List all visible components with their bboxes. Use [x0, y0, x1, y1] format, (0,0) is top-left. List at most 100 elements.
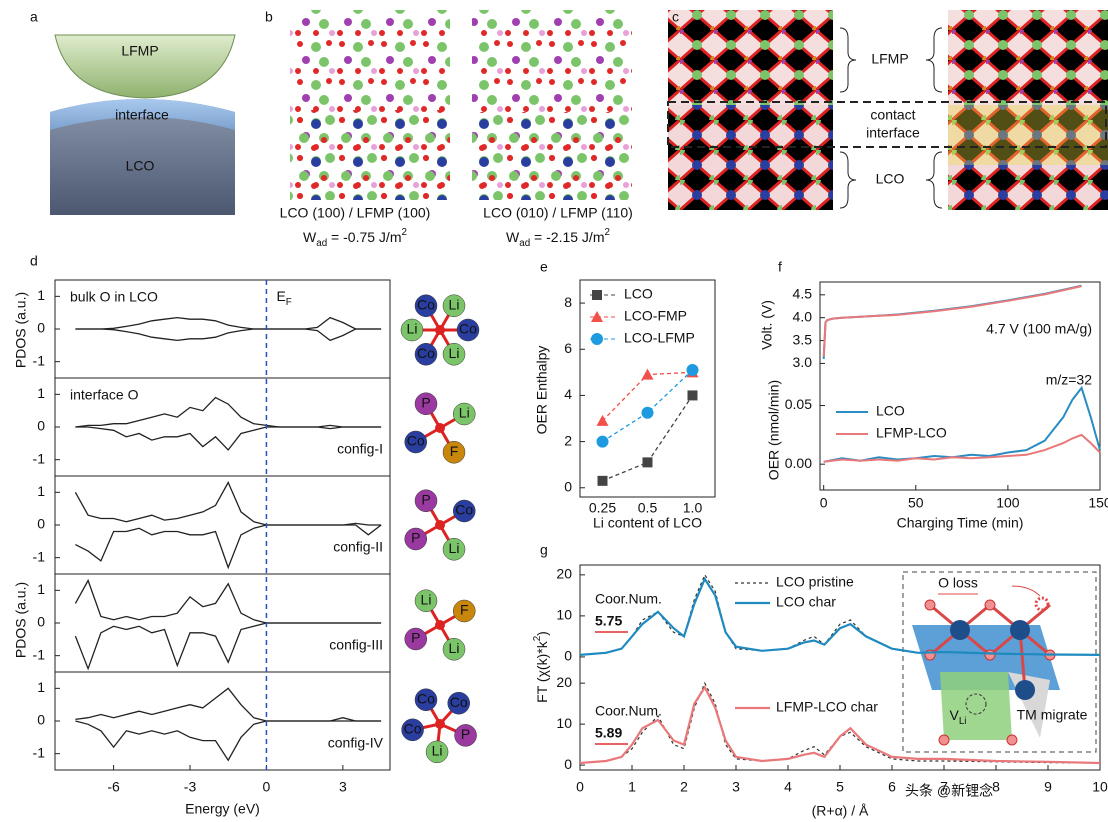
- atom-label: Li: [459, 405, 470, 421]
- marker: [641, 406, 654, 419]
- atom: [401, 718, 424, 742]
- center-atom: [435, 719, 445, 729]
- crystal-lco: [668, 105, 833, 210]
- pdos-line: [75, 316, 382, 330]
- region-label: LFMP: [121, 43, 158, 59]
- coordination-number: 5.75: [595, 613, 622, 629]
- marker: [596, 435, 609, 448]
- panel-label: c: [672, 9, 679, 25]
- y-tick-label: 4: [564, 386, 572, 402]
- y-axis-title: PDOS (a.u.): [13, 292, 29, 368]
- y-tick-label: 20: [556, 674, 572, 690]
- adhesion-work-part: W: [303, 229, 317, 245]
- y-tick-label: 3.0: [793, 354, 813, 370]
- legend-label: LCO char: [776, 594, 836, 610]
- legend-label: LCO-FMP: [624, 308, 687, 324]
- y-tick-label: 0: [37, 516, 45, 532]
- fermi-label: EF: [276, 288, 291, 308]
- inset-oxygen: [984, 649, 996, 661]
- x-tick-label: 0: [820, 495, 828, 511]
- series-line: [602, 395, 694, 482]
- x-tick-label: 0.5: [638, 500, 658, 516]
- y-axis-title: OER (nmol/min): [766, 380, 782, 480]
- pdos-line: [74, 578, 382, 624]
- atom: [404, 527, 428, 551]
- atom: [442, 637, 466, 661]
- panel-text: bulk O in LCO: [70, 289, 158, 305]
- atom-label: Li: [449, 296, 460, 312]
- structure-bottom: [290, 110, 450, 200]
- center-atom: [435, 423, 445, 433]
- atom-label: Li: [421, 591, 432, 607]
- x-tick-label: -3: [184, 779, 197, 795]
- x-axis-title: Li content of LCO: [593, 515, 702, 531]
- brace: [839, 27, 857, 93]
- legend-marker: [592, 290, 602, 300]
- legend-label: LCO pristine: [776, 574, 854, 590]
- legend-label: LCO: [624, 286, 653, 302]
- y-tick-label: -1: [33, 352, 46, 368]
- x-tick-label: 3: [339, 779, 347, 795]
- config-label: config-III: [329, 637, 383, 653]
- y-tick-label: 0: [564, 648, 572, 664]
- atom: [452, 499, 476, 523]
- atom-label: P: [421, 491, 430, 507]
- center-atom: [435, 520, 445, 530]
- inset-atom: [950, 620, 970, 640]
- y-tick-label: 1: [37, 679, 45, 695]
- y-tick-label: -1: [33, 646, 46, 662]
- inset-label-part: V: [950, 707, 960, 723]
- inset-atom: [1015, 680, 1035, 700]
- inset-oxygen: [924, 599, 936, 611]
- atom-label: Li: [449, 640, 460, 656]
- annotation: 4.7 V (100 mA/g): [986, 321, 1092, 337]
- x-tick-label: 9: [1044, 779, 1052, 795]
- x-axis-title: (R+α) / Å: [812, 803, 869, 819]
- inset-label-part: Li: [959, 716, 967, 727]
- x-tick-label: -6: [107, 779, 120, 795]
- annotation: m/z=32: [1046, 372, 1093, 388]
- pdos-line: [75, 720, 382, 762]
- inset-vacancy-site: [940, 672, 1012, 740]
- atom-label: P: [421, 394, 430, 410]
- atom-label: Co: [455, 502, 473, 518]
- y-tick-label: 0: [564, 756, 572, 772]
- y-axis-title-part: 2: [532, 636, 543, 641]
- marker: [686, 364, 699, 377]
- region-label: interface: [866, 125, 920, 141]
- atom: [452, 599, 476, 623]
- marker: [597, 475, 608, 486]
- atom-label: Co: [417, 345, 435, 361]
- pdos-line: [75, 687, 382, 722]
- panel-label: g: [540, 542, 548, 558]
- inset-label: TM migrate: [1017, 707, 1088, 723]
- x-tick-label: 0: [263, 779, 271, 795]
- region-label: LCO: [876, 171, 905, 187]
- y-axis-title: PDOS (a.u.): [13, 582, 29, 658]
- region-label: LCO: [126, 158, 155, 174]
- region-label: interface: [115, 107, 169, 123]
- structure-caption: LCO (100) / LFMP (100): [280, 205, 431, 221]
- y-axis-title: Volt. (V): [759, 300, 775, 350]
- interface-layer: [50, 99, 235, 130]
- fermi-label-part: F: [286, 297, 292, 308]
- atom-label: Li: [432, 743, 443, 759]
- y-tick-label: 10: [556, 715, 572, 731]
- config-label: config-II: [333, 539, 383, 555]
- y-tick-label: -1: [33, 450, 46, 466]
- marker: [596, 414, 609, 426]
- plot-frame: [819, 281, 1101, 491]
- panel-text: interface O: [70, 387, 139, 403]
- y-axis-title-part: ): [534, 631, 550, 636]
- x-axis-title: Energy (eV): [185, 801, 260, 817]
- atom: [404, 627, 428, 651]
- x-tick-label: 0: [576, 779, 584, 795]
- y-tick-label: -1: [33, 548, 46, 564]
- lco-block: [50, 99, 235, 215]
- atom-label: Co: [407, 433, 425, 449]
- atom: [452, 402, 476, 426]
- atom: [404, 430, 428, 454]
- inset-frame: [902, 571, 1097, 753]
- brace: [925, 151, 943, 209]
